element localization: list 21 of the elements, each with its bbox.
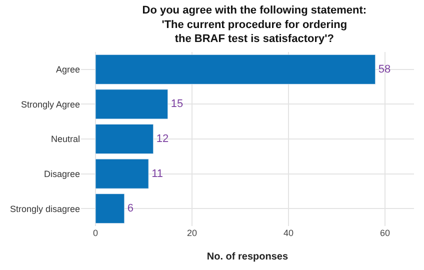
bar bbox=[95, 158, 149, 189]
data-label: 12 bbox=[156, 133, 169, 145]
bar bbox=[95, 54, 376, 84]
y-tick-label: Agree bbox=[56, 64, 80, 75]
data-label: 6 bbox=[127, 202, 134, 215]
y-tick-label: Strongly Agree bbox=[20, 99, 80, 110]
y-tick-label: Disagree bbox=[44, 168, 80, 179]
x-tick-label: 40 bbox=[284, 228, 294, 238]
data-label: 11 bbox=[152, 168, 163, 180]
y-tick-label: Neutral bbox=[50, 134, 80, 144]
bar bbox=[95, 124, 154, 154]
x-tick-label: 20 bbox=[186, 228, 198, 238]
data-label: 58 bbox=[378, 63, 391, 76]
x-tick-label: 0 bbox=[92, 228, 98, 238]
data-label: 15 bbox=[170, 98, 184, 110]
bar bbox=[95, 194, 125, 224]
x-axis-title: No. of responses bbox=[206, 252, 288, 262]
x-tick-label: 60 bbox=[380, 228, 390, 238]
y-tick-label: Strongly disagree bbox=[10, 204, 80, 214]
bar bbox=[95, 89, 168, 120]
chart-title: Do you agree with the following statement: 'The current procedure for ordering the BRAF test is satisfactory'? bbox=[142, 4, 367, 46]
